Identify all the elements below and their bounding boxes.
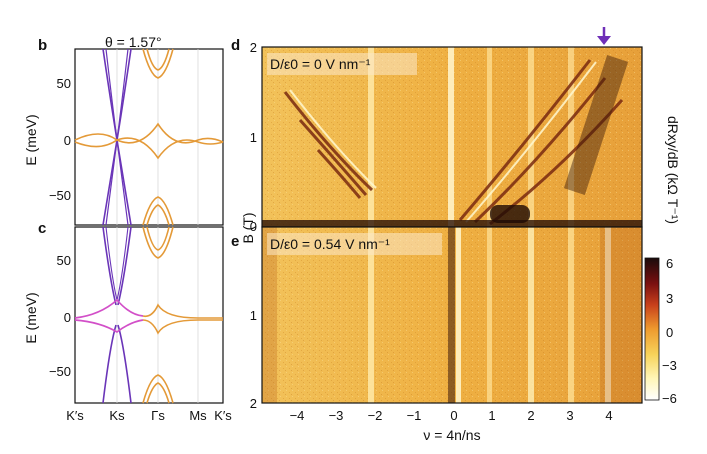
xtick-4: 4 bbox=[605, 408, 612, 423]
xtick-ms: Ms bbox=[189, 408, 207, 423]
colorbar-gradient bbox=[644, 257, 660, 401]
annotation-e-box bbox=[267, 233, 442, 255]
map-xticks: −4 −3 −2 −1 0 1 2 3 4 bbox=[290, 408, 613, 423]
xtick-3: 3 bbox=[566, 408, 573, 423]
map-xlabel: ν = 4n/ns bbox=[423, 427, 480, 443]
map-d bbox=[262, 47, 642, 227]
flat-bands-b bbox=[74, 48, 224, 226]
colorbar: 6 3 0 −3 −6 dRxy/dB (kΩ T⁻¹) bbox=[644, 116, 681, 406]
annotation-d: D/ε0 = 0 V nm⁻¹ bbox=[270, 56, 371, 72]
c-ytick-neg50: −50 bbox=[49, 364, 71, 379]
map-e bbox=[262, 227, 642, 403]
panel-d-label: d bbox=[231, 37, 240, 54]
xtick-neg4: −4 bbox=[290, 408, 305, 423]
colorbar-label: dRxy/dB (kΩ T⁻¹) bbox=[665, 116, 681, 224]
xtick-neg1: −1 bbox=[407, 408, 422, 423]
cbar-tick-neg6: −6 bbox=[662, 391, 677, 406]
panel-e-label: e bbox=[231, 233, 239, 250]
e-ytick-1: 1 bbox=[250, 308, 257, 323]
panel-e: e D/ε0 = 0.54 V nm⁻¹ 1 2 B (T) −4 −3 −2 … bbox=[231, 212, 643, 443]
panel-b: b θ = 1.57° 50 0 −50 E (meV) bbox=[23, 34, 224, 226]
xtick-kprime-left: K′s bbox=[66, 408, 84, 423]
flat-bands-c bbox=[142, 226, 223, 404]
down-arrow-icon bbox=[597, 27, 611, 45]
panel-b-label: b bbox=[38, 37, 47, 54]
theta-label: θ = 1.57° bbox=[105, 34, 162, 50]
panel-c: c 50 0 −50 E (meV) K′s Ks bbox=[23, 220, 232, 423]
c-ytick-0: 0 bbox=[64, 310, 71, 325]
cbar-tick-0: 0 bbox=[666, 325, 673, 340]
xtick-gamma: Γs bbox=[151, 408, 165, 423]
xtick-kprime-right: K′s bbox=[214, 408, 232, 423]
hybrid-bands-c bbox=[74, 298, 144, 334]
b-ytick-neg50: −50 bbox=[49, 188, 71, 203]
xtick-neg3: −3 bbox=[329, 408, 344, 423]
d-ytick-2: 2 bbox=[250, 40, 257, 55]
cbar-tick-neg3: −3 bbox=[662, 358, 677, 373]
cbar-tick-3: 3 bbox=[666, 291, 673, 306]
xtick-1: 1 bbox=[488, 408, 495, 423]
panel-b-frame bbox=[74, 48, 224, 226]
dirac-cone-c bbox=[102, 226, 132, 404]
xtick-0: 0 bbox=[450, 408, 457, 423]
c-ylabel: E (meV) bbox=[23, 292, 39, 343]
cbar-tick-6: 6 bbox=[666, 256, 673, 271]
xtick-ks: Ks bbox=[109, 408, 125, 423]
c-ytick-50: 50 bbox=[57, 253, 71, 268]
panel-c-label: c bbox=[38, 220, 46, 237]
panel-c-frame bbox=[74, 226, 224, 404]
map-ylabel: B (T) bbox=[240, 212, 256, 243]
xtick-neg2: −2 bbox=[368, 408, 383, 423]
panel-d: d bbox=[231, 27, 643, 234]
b-ytick-0: 0 bbox=[64, 133, 71, 148]
b-ytick-50: 50 bbox=[57, 76, 71, 91]
annotation-e: D/ε0 = 0.54 V nm⁻¹ bbox=[270, 236, 390, 252]
b-ylabel: E (meV) bbox=[23, 114, 39, 165]
annotation-d-box bbox=[267, 53, 417, 75]
xtick-2: 2 bbox=[527, 408, 534, 423]
d-ytick-0: 0 bbox=[250, 219, 257, 234]
e-ytick-2: 2 bbox=[250, 396, 257, 411]
d-ytick-1: 1 bbox=[250, 130, 257, 145]
